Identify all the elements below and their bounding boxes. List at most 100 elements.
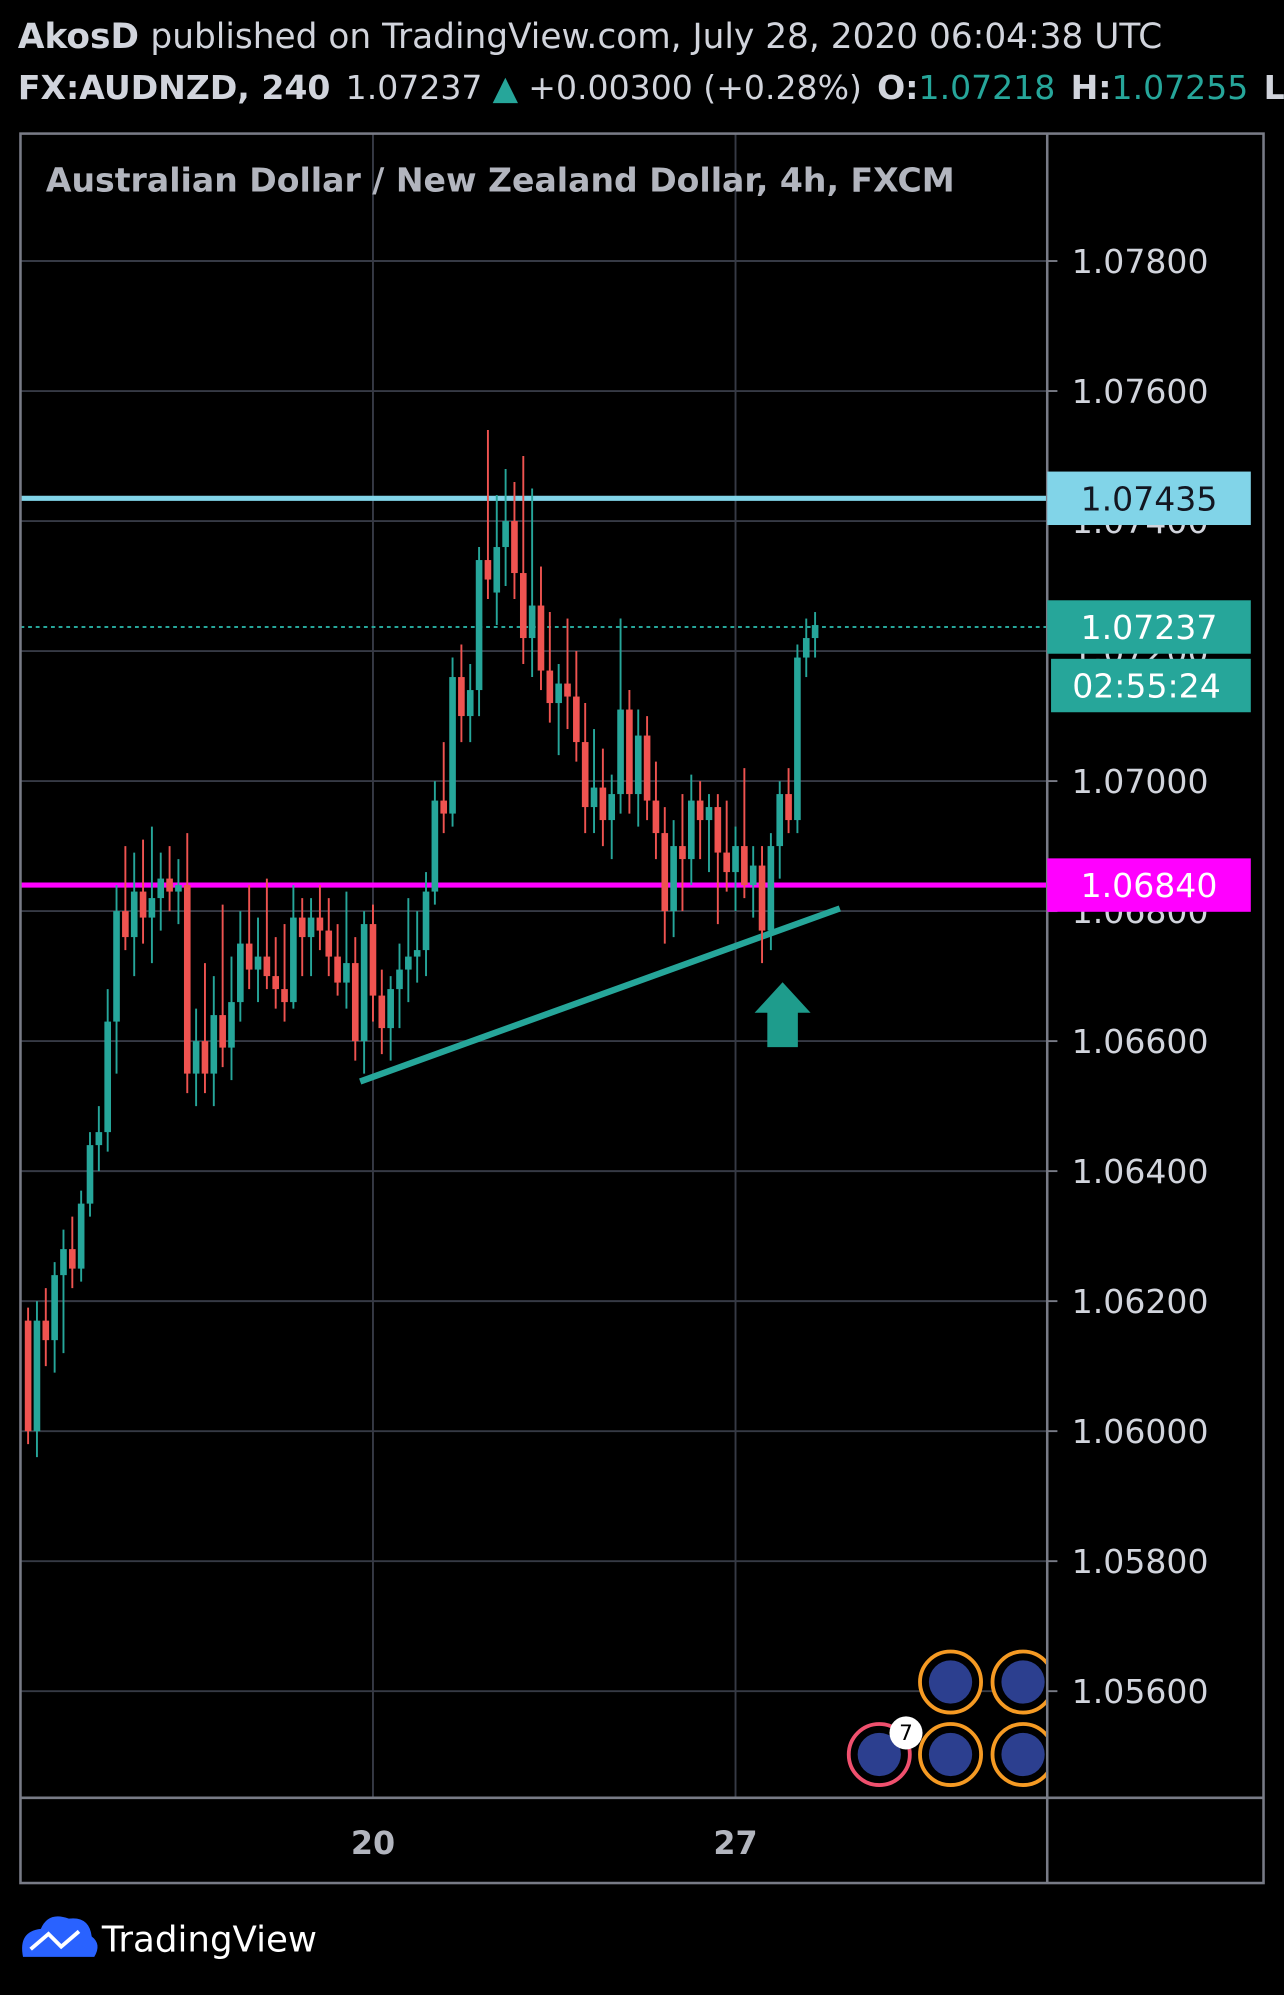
low-label: L:: [1264, 68, 1284, 107]
candle-body: [316, 917, 324, 931]
candle-body: [776, 794, 784, 847]
logo: TradingView: [22, 1916, 317, 1961]
candle-body: [343, 963, 350, 983]
brand: TradingView: [101, 1920, 317, 1961]
candle-body: [705, 807, 713, 821]
candle-body: [24, 1320, 32, 1432]
y-tick-label: 1.06600: [1072, 1022, 1209, 1061]
candle-body: [334, 956, 341, 983]
candle-body: [732, 846, 739, 873]
candle-body: [245, 943, 253, 970]
candle-body: [113, 911, 120, 1022]
frame: [19, 132, 1265, 1885]
badge: [889, 1716, 923, 1750]
candle-body: [130, 891, 138, 938]
last-price-label: 1.07237: [1081, 608, 1218, 647]
candle-body: [758, 865, 766, 931]
logo-line: [29, 1929, 81, 1951]
trend-line: [359, 905, 841, 1085]
candle-body: [290, 917, 297, 1003]
event-icons: 7: [846, 1649, 1048, 1787]
candle-body: [183, 885, 191, 1074]
flag: [1001, 1660, 1045, 1704]
candle-body: [537, 605, 545, 671]
x-tick-label: 27: [713, 1825, 757, 1862]
candle-body: [785, 794, 792, 821]
candle-body: [166, 878, 173, 892]
candle-body: [228, 1002, 235, 1048]
candle-body: [466, 690, 474, 717]
candle-body: [157, 878, 165, 899]
candle-body: [422, 891, 430, 951]
candle-body: [325, 930, 333, 957]
candle-body: [378, 995, 386, 1029]
candle-body: [272, 976, 280, 990]
candle-body: [546, 670, 554, 704]
candle-body: [723, 852, 730, 873]
candle-body: [77, 1203, 85, 1269]
price-label-box: [1047, 858, 1251, 912]
published: published on TradingView.com, July 28, 2…: [150, 17, 1162, 57]
candle-body: [581, 742, 589, 808]
x-tick-label: 20: [351, 1825, 395, 1862]
y-tick-label: 1.06000: [1072, 1412, 1209, 1451]
arrow: ▲: [493, 68, 519, 107]
candle-body: [626, 709, 633, 795]
candle-body: [281, 989, 288, 1003]
candle-body: [767, 846, 775, 931]
candle-body: [511, 521, 518, 574]
y-tick-label: 1.05600: [1072, 1672, 1209, 1711]
y-tick-label: 1.05800: [1072, 1542, 1209, 1581]
candle-body: [802, 638, 810, 658]
candle-body: [741, 846, 748, 886]
candle-body: [413, 950, 421, 957]
candle-body: [360, 924, 368, 1042]
price-label: 1.07435: [1081, 479, 1218, 518]
countdown-box: [1051, 658, 1251, 713]
arrow-up: [754, 982, 811, 1048]
candle-body: [405, 956, 412, 970]
plot: 7: [20, 430, 1048, 1787]
y-tick-label: 1.07000: [1072, 762, 1209, 801]
y-tick-label: 1.07600: [1072, 372, 1209, 411]
candle-body: [670, 846, 677, 912]
last: 1.07237: [346, 68, 483, 107]
candle-body: [652, 800, 660, 834]
symbol: FX:AUDNZD, 240: [18, 68, 330, 107]
candle-body: [396, 969, 403, 990]
open: 1.07218: [919, 68, 1056, 107]
candle-body: [33, 1320, 41, 1432]
candle-body: [175, 885, 182, 892]
candle-body: [369, 924, 377, 996]
candle-body: [307, 917, 315, 938]
candle-body: [590, 787, 598, 808]
candle-body: [387, 989, 394, 1029]
candle-body: [555, 683, 562, 704]
candle-body: [201, 1041, 209, 1074]
candle-body: [69, 1249, 76, 1269]
candle-body: [60, 1249, 67, 1276]
candle-body: [519, 573, 527, 639]
candle-body: [458, 677, 465, 717]
high-label: H:: [1071, 68, 1112, 107]
axis-labels: 20 27 1.07435 1.06840 1.07237 02:55:24: [351, 471, 1251, 1862]
candle-body: [86, 1145, 94, 1204]
high: 1.07255: [1112, 68, 1249, 107]
change: +0.00300 (+0.28%): [528, 68, 862, 107]
candle-body: [254, 956, 262, 970]
candle-body: [95, 1132, 103, 1146]
candle-body: [449, 677, 456, 814]
candle-body: [263, 956, 271, 977]
candle-body: [484, 560, 492, 580]
candle-body: [794, 657, 801, 821]
candle-body: [475, 560, 483, 691]
candle-body: [139, 891, 147, 918]
symbol-line: FX:AUDNZD, 240 1.07237 ▲ +0.00300 (+0.28%) O…: [18, 68, 1284, 107]
chart-title: Australian Dollar / New Zealand Dollar, …: [46, 160, 955, 199]
y-tick-label: 1.06400: [1072, 1152, 1209, 1191]
y-tick-label: 1.07800: [1072, 242, 1209, 281]
flag: [928, 1732, 973, 1777]
price-label: 1.06840: [1081, 866, 1218, 905]
